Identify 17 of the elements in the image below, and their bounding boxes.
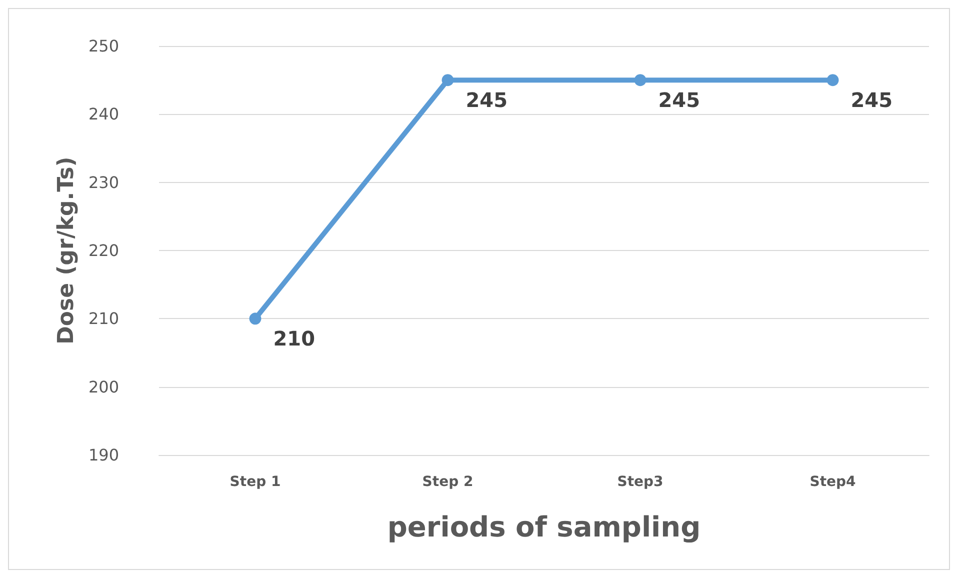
y-tick-label: 220	[88, 241, 119, 260]
data-label: 245	[466, 88, 508, 112]
y-tick-label: 250	[88, 36, 119, 56]
y-tick-label: 210	[88, 309, 119, 328]
x-tick-label: Step 1	[230, 474, 281, 490]
y-tick-label: 200	[88, 377, 119, 396]
y-tick-label: 240	[88, 104, 119, 124]
data-label: 245	[658, 88, 700, 112]
x-tick-label: Step3	[617, 474, 664, 490]
data-label: 210	[273, 326, 315, 351]
data-label: 245	[850, 88, 892, 112]
x-axis-title: periods of sampling	[387, 510, 701, 544]
x-tick-label: Step 2	[422, 474, 474, 490]
y-axis-title: Dose (gr/kg.Ts)	[54, 156, 80, 344]
y-tick-label: 190	[88, 446, 119, 464]
x-tick-label: Step4	[810, 474, 856, 490]
y-tick-label: 230	[88, 172, 119, 192]
